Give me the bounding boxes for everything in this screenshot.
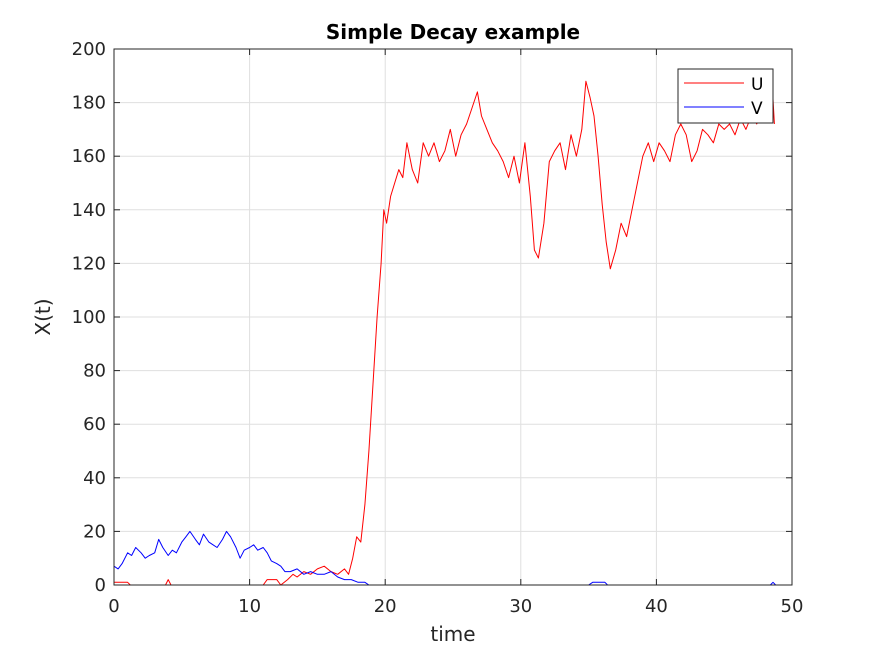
x-axis-label: time: [430, 622, 475, 646]
y-axis-label: X(t): [31, 298, 55, 335]
y-tick-label: 0: [95, 575, 106, 596]
y-tick-label: 60: [83, 414, 106, 435]
legend: U V: [677, 68, 774, 124]
x-tick-label: 50: [781, 596, 804, 617]
x-tick-label: 40: [645, 596, 668, 617]
series-line-v: [113, 530, 777, 586]
y-tick-label: 100: [72, 307, 106, 328]
x-tick-label: 10: [238, 596, 261, 617]
x-tick-label: 30: [509, 596, 532, 617]
y-tick-label: 40: [83, 468, 106, 489]
x-tick-label: 20: [374, 596, 397, 617]
x-tick-label: 0: [108, 596, 119, 617]
legend-label-u: U: [751, 75, 763, 95]
y-tick-label: 120: [72, 253, 106, 274]
series-line-u: [114, 75, 775, 586]
legend-label-v: V: [751, 99, 763, 119]
y-tick-label: 140: [72, 200, 106, 221]
chart-title: Simple Decay example: [326, 20, 580, 44]
y-tick-label: 160: [72, 146, 106, 167]
y-tick-label: 180: [72, 93, 106, 114]
y-tick-label: 20: [83, 521, 106, 542]
series-layer: [113, 75, 777, 586]
axis-ticks: 0 10 20 30 40 50 0 20 40 60 80 100 120 140 160 180 200: [72, 39, 804, 617]
y-tick-label: 80: [83, 361, 106, 382]
legend-box: [677, 68, 774, 124]
y-tick-label: 200: [72, 39, 106, 60]
